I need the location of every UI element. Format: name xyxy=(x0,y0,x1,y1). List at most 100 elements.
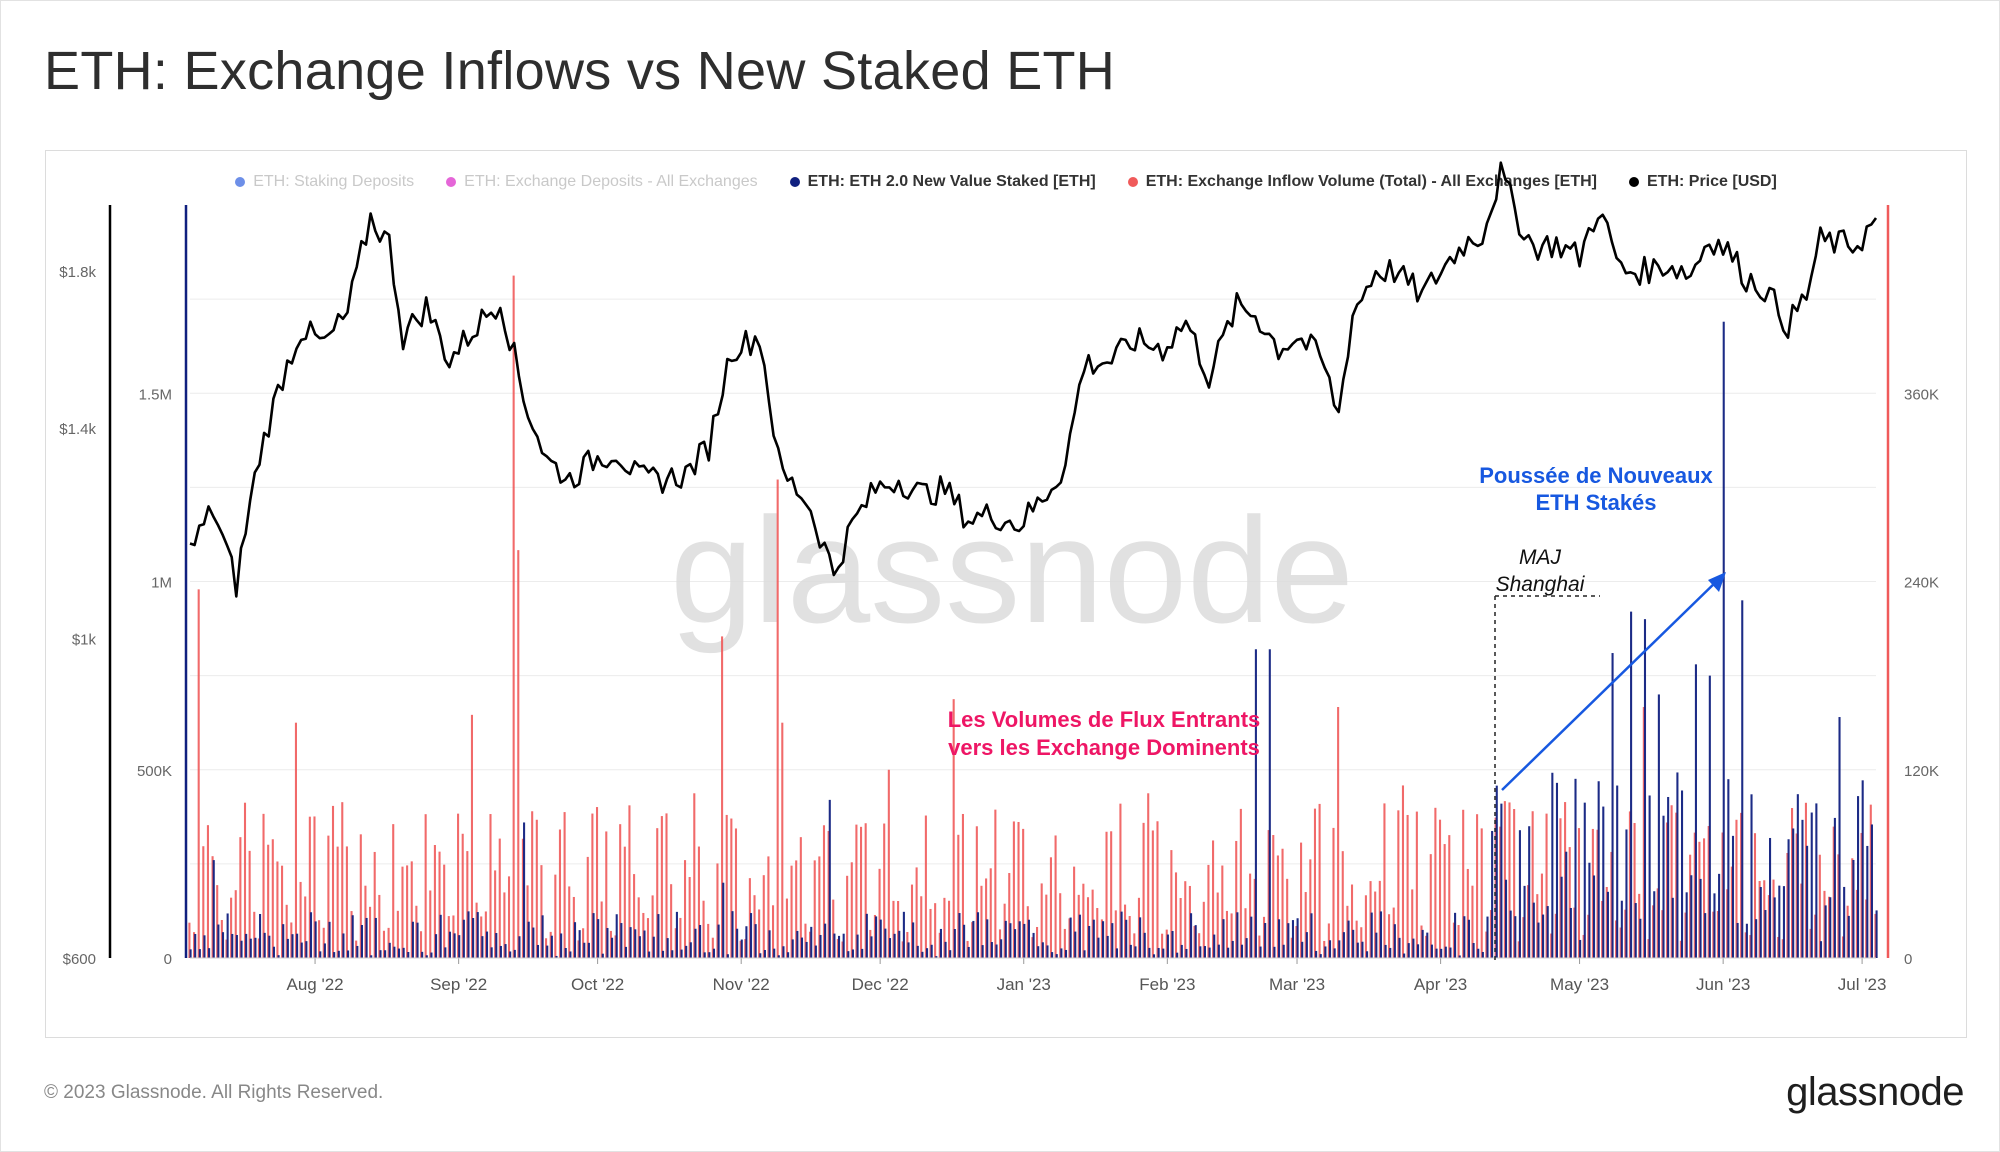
inflow-bar xyxy=(1364,895,1367,958)
inflow-bar xyxy=(1267,830,1270,958)
inflow-bar xyxy=(1341,851,1344,958)
staked-bar xyxy=(1014,929,1017,958)
legend-dot-new-value-staked xyxy=(789,177,800,187)
inflow-bar xyxy=(836,938,839,958)
inflow-bar xyxy=(1415,811,1418,958)
staked-bar xyxy=(388,942,391,958)
staked-bar xyxy=(1518,830,1521,958)
staked-bar xyxy=(309,912,313,958)
inflow-bar xyxy=(206,825,209,958)
staked-bar xyxy=(879,919,882,958)
staked-bar xyxy=(726,954,729,958)
inflow-annotation-line-2: vers les Exchange Dominents xyxy=(948,735,1260,760)
staked-bar xyxy=(1819,941,1823,958)
staked-bar xyxy=(393,946,396,958)
inflow-bar xyxy=(776,479,779,958)
staked-bar xyxy=(1032,932,1035,958)
staked-bar xyxy=(638,936,641,958)
staked-bar xyxy=(722,882,725,958)
legend-item-price[interactable]: ETH: Price [USD] xyxy=(1629,173,1777,191)
inflow-bar xyxy=(470,714,474,958)
inflow-bar xyxy=(832,899,835,958)
staked-bar xyxy=(629,927,632,958)
inflow-bar xyxy=(1100,919,1103,958)
staked-bar xyxy=(1602,806,1605,958)
inflow-bar xyxy=(985,878,988,958)
inflow-bar xyxy=(841,941,844,958)
staked-bar xyxy=(1356,942,1359,958)
inflow-bar xyxy=(1471,885,1474,958)
staked-bar xyxy=(1139,917,1142,958)
inflow-bar xyxy=(239,837,242,958)
staked-bar xyxy=(1463,916,1466,958)
inflow-bar xyxy=(906,931,909,958)
inflow-bar xyxy=(202,846,205,958)
staked-bar xyxy=(736,928,739,958)
inflow-bar xyxy=(771,905,775,958)
staked-bar xyxy=(749,913,753,958)
staked-bar xyxy=(1338,940,1341,958)
inflow-bar xyxy=(1082,883,1085,958)
staked-bar xyxy=(657,914,660,958)
inflow-bar xyxy=(1452,922,1455,958)
inflow-bar xyxy=(1008,873,1011,958)
inflow-bar xyxy=(994,809,997,958)
legend-item-staking-deposits[interactable]: ETH: Staking Deposits xyxy=(235,173,414,191)
staked-bar xyxy=(569,951,572,958)
inflow-bar xyxy=(702,900,705,958)
staked-bar xyxy=(1227,947,1230,958)
inflow-bar xyxy=(1832,826,1835,958)
staked-bar xyxy=(1236,912,1239,958)
staked-bar xyxy=(1370,912,1373,958)
inflow-bar xyxy=(1105,831,1108,958)
inflow-bar xyxy=(1216,892,1219,958)
inflow-bar xyxy=(211,856,214,958)
inflow-bar xyxy=(1369,881,1372,958)
staked-bar xyxy=(472,917,475,958)
staked-bar xyxy=(1838,717,1841,958)
staked-bar xyxy=(611,937,614,958)
staked-bar xyxy=(509,951,512,958)
inflow-bar xyxy=(600,901,603,958)
legend-item-exchange-deposits[interactable]: ETH: Exchange Deposits - All Exchanges xyxy=(446,173,758,191)
axes: $600 $1k $1.4k $1.8k 0 500K 1M 1.5M 0 120K 240K 360… xyxy=(59,205,1939,994)
staked-bar xyxy=(1787,839,1790,958)
staked-bar xyxy=(865,913,868,958)
staked-bar xyxy=(851,949,854,958)
inflow-bar xyxy=(1174,872,1178,958)
upgrade-marker-bracket xyxy=(1494,595,1600,960)
staked-bar xyxy=(1685,892,1688,958)
inflow-bar xyxy=(1476,814,1479,958)
legend-label-staking-deposits: ETH: Staking Deposits xyxy=(253,173,415,190)
staked-bar xyxy=(981,945,984,958)
legend-item-exchange-inflow[interactable]: ETH: Exchange Inflow Volume (Total) - Al… xyxy=(1127,173,1597,191)
staked-bar xyxy=(1296,918,1299,958)
staked-bar xyxy=(1833,817,1836,958)
inflow-bar xyxy=(577,940,580,958)
inflow-bar xyxy=(401,866,404,958)
staked-bar xyxy=(1435,948,1438,958)
staked-bar xyxy=(1199,946,1202,958)
inflow-bar xyxy=(526,885,529,958)
inflow-tick-label: 360K xyxy=(1904,386,1939,403)
inflow-bar xyxy=(1874,913,1877,958)
staked-bar xyxy=(1555,782,1559,958)
inflow-bar xyxy=(1249,873,1252,958)
inflow-bar xyxy=(1526,885,1530,958)
staked-bar xyxy=(1653,891,1656,958)
inflow-bar xyxy=(1573,907,1576,958)
staked-bar xyxy=(1778,885,1781,958)
staked-bar xyxy=(1449,947,1452,958)
inflow-bar xyxy=(494,870,497,958)
legend-dot-exchange-deposits xyxy=(446,177,457,187)
staked-bar xyxy=(1324,946,1327,958)
staked-bar xyxy=(1222,919,1225,958)
staked-bar xyxy=(499,945,502,958)
staked-bar xyxy=(1625,829,1628,958)
staked-bar xyxy=(1523,885,1526,958)
legend-item-new-value-staked[interactable]: ETH: ETH 2.0 New Value Staked [ETH] xyxy=(789,173,1096,191)
staked-bar xyxy=(1384,944,1387,958)
x-tick-label: Feb '23 xyxy=(1139,975,1195,994)
staked-bar xyxy=(1352,929,1355,958)
